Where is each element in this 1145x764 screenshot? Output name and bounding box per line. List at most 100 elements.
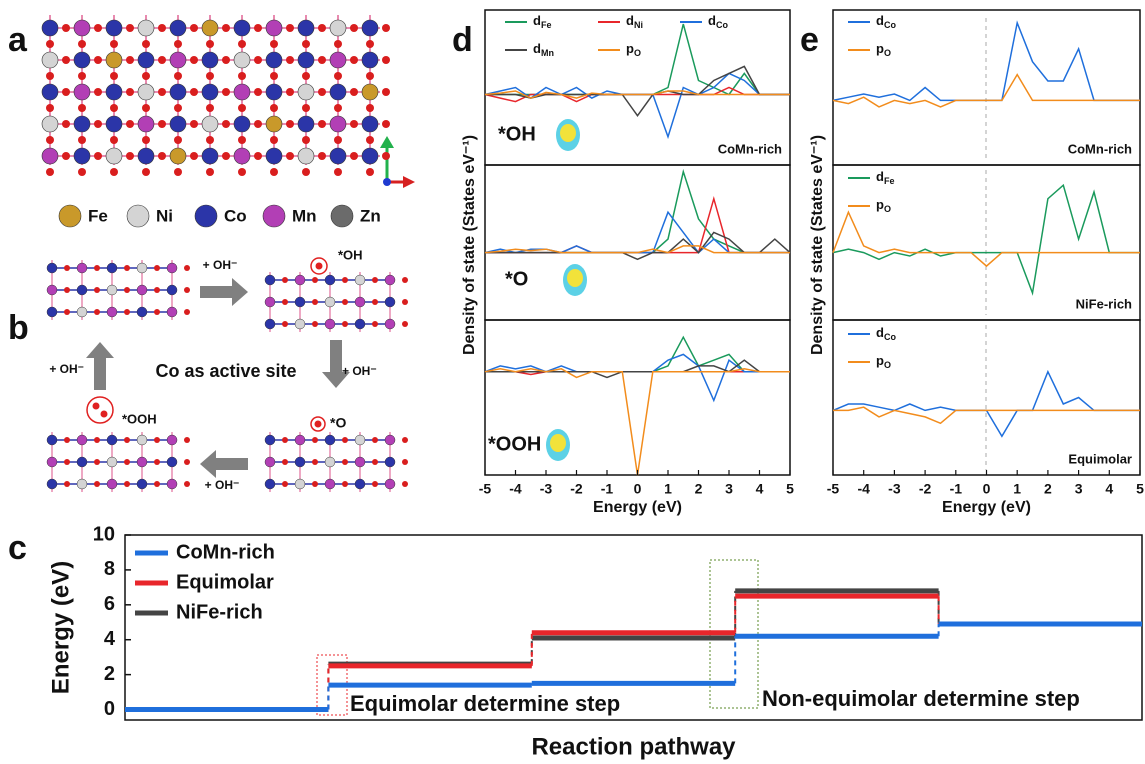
metal-atom [74,20,90,36]
metal-atom [42,148,58,164]
oxygen-atom [286,56,294,64]
metal-atom [330,84,346,100]
oxygen-atom [184,481,190,487]
oxygen-atom [312,437,318,443]
x-tick-label: 0 [634,481,642,497]
legend-name: d [876,13,884,28]
legend-label: NiFe-rich [176,601,263,623]
oxygen-atom [286,120,294,128]
oxygen-atom [350,120,358,128]
metal-atom [202,20,218,36]
oxygen-atom [142,72,150,80]
oxygen-atom [238,136,246,144]
metal-atom [330,52,346,68]
metal-atom [167,479,177,489]
metal-atom [47,457,57,467]
metal-atom [202,148,218,164]
legend-atom [195,205,217,227]
metal-atom [138,116,154,132]
metal-atom [325,319,335,329]
adsorbate [101,411,108,418]
legend-label: Co [224,206,247,225]
oxygen-atom [126,120,134,128]
metal-atom [170,148,186,164]
oxygen-atom [282,277,288,283]
oxygen-atom [110,104,118,112]
panel-label: d [452,21,473,59]
y-axis-label: Density of state (States eV⁻¹) [461,135,478,355]
oxygen-atom [124,481,130,487]
oxygen-atom [342,437,348,443]
legend-name: p [876,353,884,368]
metal-atom [355,457,365,467]
oxygen-atom [158,56,166,64]
oxygen-atom [312,321,318,327]
metal-atom [266,148,282,164]
oxygen-atom [238,104,246,112]
metal-atom [265,435,275,445]
legend-atom [263,205,285,227]
metal-atom [47,479,57,489]
metal-atom [298,20,314,36]
oxygen-atom [372,481,378,487]
metal-atom [107,457,117,467]
panel-label: e [800,21,819,59]
metal-atom [266,116,282,132]
x-tick-label: -3 [540,481,553,497]
legend-label: Ni [156,206,173,225]
oxygen-atom [154,437,160,443]
oxygen-atom [302,104,310,112]
y-tick-label: 0 [104,698,115,720]
step-label: + OH⁻ [342,364,377,378]
x-tick-label: -3 [888,481,901,497]
legend-label: Equimolar [176,571,274,593]
oxygen-atom [190,152,198,160]
metal-atom [265,275,275,285]
oxygen-atom [94,120,102,128]
oxygen-atom [282,459,288,465]
orbital-iso [560,124,576,142]
oxygen-atom [190,120,198,128]
center-label: Co as active site [155,361,296,381]
metal-atom [325,297,335,307]
metal-atom [137,435,147,445]
figure: a b c d e + OH⁻ + OH⁻ + OH⁻ + OH⁻ *OH *O… [0,0,1145,764]
oxygen-atom [64,459,70,465]
y-axis-label: Energy (eV) [47,561,74,694]
legend-name: d [533,41,541,56]
metal-atom [355,435,365,445]
metal-atom [385,435,395,445]
metal-atom [265,297,275,307]
metal-atom [42,20,58,36]
oxygen-atom [184,459,190,465]
subplot-label: CoMn-rich [1068,141,1132,156]
oxygen-atom [254,88,262,96]
metal-atom [47,435,57,445]
oxygen-atom [78,168,86,176]
oxygen-atom [154,265,160,271]
oxygen-atom [110,72,118,80]
subplot-label: CoMn-rich [718,141,782,156]
oxygen-atom [206,72,214,80]
oxygen-atom [342,321,348,327]
oxygen-atom [342,277,348,283]
oxygen-atom [312,277,318,283]
oxygen-atom [318,152,326,160]
oxygen-atom [382,24,390,32]
x-tick-label: -5 [827,481,840,497]
legend-subscript: O [884,48,891,58]
legend-name: d [876,169,884,184]
step-label: + OH⁻ [49,362,84,376]
oxygen-atom [372,459,378,465]
x-tick-label: 4 [1105,481,1113,497]
oxygen-atom [270,72,278,80]
legend-subscript: Mn [541,48,554,58]
oxygen-atom [94,24,102,32]
oxygen-atom [174,168,182,176]
metal-atom [202,116,218,132]
oxygen-atom [174,136,182,144]
legend-atom [59,205,81,227]
oxygen-atom [222,24,230,32]
oxygen-atom [206,104,214,112]
oxygen-atom [126,152,134,160]
